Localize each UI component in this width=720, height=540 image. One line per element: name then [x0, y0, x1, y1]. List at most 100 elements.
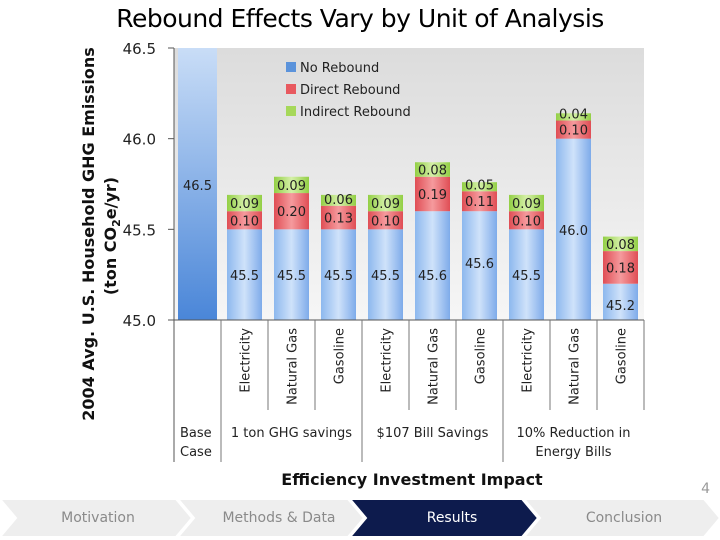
bar-no-rebound	[603, 283, 638, 320]
data-label-indirect: 0.04	[559, 108, 588, 123]
legend-label: No Rebound	[300, 61, 379, 76]
bar-direct-rebound	[462, 191, 497, 212]
data-label-no-rebound: 45.6	[465, 257, 494, 272]
legend-swatch	[286, 106, 296, 116]
data-label-direct: 0.18	[606, 261, 635, 276]
group-label: 1 ton GHG savings	[231, 426, 352, 441]
nav-motivation-label: Motivation	[61, 510, 135, 526]
data-label-indirect: 0.09	[371, 197, 400, 212]
data-label-direct: 0.13	[324, 212, 353, 227]
y-tick-label: 45.5	[123, 221, 156, 239]
bar-indirect-rebound	[321, 194, 356, 206]
group-label: $107 Bill Savings	[377, 426, 489, 441]
category-label: Gasoline	[333, 328, 348, 384]
bar-direct-rebound	[509, 211, 544, 230]
bar-no-rebound	[321, 229, 356, 320]
legend-label: Direct Rebound	[300, 83, 400, 98]
data-label-indirect: 0.09	[277, 179, 306, 194]
category-label: Natural Gas	[427, 328, 442, 405]
bar-indirect-rebound	[415, 162, 450, 177]
group-label: Base	[180, 426, 212, 441]
bar-direct-rebound	[415, 176, 450, 212]
bar-direct-rebound	[368, 211, 403, 230]
nav-methods-label: Methods & Data	[222, 510, 336, 526]
bar-no-rebound	[368, 229, 403, 320]
data-label-indirect: 0.08	[606, 238, 635, 253]
slide-title: Rebound Effects Vary by Unit of Analysis	[116, 4, 604, 33]
nav-methods-data[interactable]: Methods & Data	[188, 499, 370, 537]
nav-chevrons	[0, 499, 720, 537]
nav-conclusion-label: Conclusion	[585, 510, 663, 526]
data-label-no-rebound: 45.5	[324, 269, 353, 284]
data-label-direct: 0.20	[277, 205, 306, 220]
bar-direct-rebound	[321, 205, 356, 230]
nav-motivation[interactable]: Motivation	[8, 499, 188, 537]
category-label: Gasoline	[615, 328, 630, 384]
nav-chevron-shape	[176, 499, 366, 537]
bar-indirect-rebound	[462, 182, 497, 192]
legend-swatch	[286, 62, 296, 72]
bar-indirect-rebound	[274, 176, 309, 194]
data-label-direct: 0.10	[371, 214, 400, 229]
data-label-indirect: 0.09	[230, 197, 259, 212]
data-label-no-rebound: 45.2	[606, 299, 635, 314]
group-label: Energy Bills	[535, 445, 611, 460]
bar-indirect-rebound	[227, 194, 262, 212]
legend-label: Indirect Rebound	[300, 105, 411, 120]
axes-layer: Electricity Natural Gas Gasoline Electricit…	[79, 40, 645, 489]
y-tick-label: 46.5	[123, 40, 156, 58]
data-label-direct: 0.19	[418, 188, 447, 203]
category-label: Electricity	[239, 328, 254, 393]
bar-no-rebound	[227, 229, 262, 320]
stacked-bar-chart: 46.5 45.5 0.10 0.09 45.5 0.20 0.09 45.5 0.13 0.06…	[79, 40, 645, 489]
bar-indirect-rebound	[368, 194, 403, 212]
category-label: Electricity	[380, 328, 395, 393]
bar-direct-rebound	[556, 120, 591, 139]
bar-indirect-rebound	[556, 113, 591, 121]
bar-no-rebound	[274, 229, 309, 320]
legend: No Rebound Direct Rebound Indirect Rebound	[286, 61, 411, 120]
bar-direct-rebound	[227, 211, 262, 230]
data-labels-layer: 46.5 45.5 0.10 0.09 45.5 0.20 0.09 45.5 0.13 0.06…	[183, 108, 635, 314]
data-label-no-rebound: 45.6	[418, 269, 447, 284]
nav-results[interactable]: Results	[360, 499, 544, 537]
data-label-no-rebound: 45.5	[371, 269, 400, 284]
group-label: 10% Reduction in	[517, 426, 631, 441]
group-label: Case	[180, 445, 212, 460]
data-label-indirect: 0.05	[465, 178, 494, 193]
bar-indirect-rebound	[603, 236, 638, 252]
page-number: 4	[701, 481, 710, 497]
data-label-no-rebound: 46.5	[183, 179, 212, 194]
bar-no-rebound	[178, 48, 217, 320]
x-axis-title: Efficiency Investment Impact	[281, 470, 543, 489]
data-label-direct: 0.10	[512, 214, 541, 229]
y-axis-title-line1: 2004 Avg. U.S. Household GHG Emissions	[79, 47, 98, 420]
legend-swatch	[286, 84, 296, 94]
bars-layer	[178, 48, 638, 320]
bar-direct-rebound	[603, 251, 638, 284]
nav-chevron-shape	[348, 499, 540, 537]
bar-no-rebound	[415, 211, 450, 320]
y-axis-title-line2: (ton CO2e/yr)	[101, 177, 123, 295]
category-label: Natural Gas	[286, 328, 301, 405]
data-label-no-rebound: 45.5	[277, 269, 306, 284]
bar-no-rebound	[556, 138, 591, 320]
data-label-indirect: 0.08	[418, 163, 447, 178]
nav-conclusion[interactable]: Conclusion	[534, 499, 714, 537]
data-label-direct: 0.10	[230, 214, 259, 229]
y-tick-label: 46.0	[123, 131, 156, 149]
data-label-direct: 0.10	[559, 124, 588, 139]
category-label: Gasoline	[474, 328, 489, 384]
nav-chevron-shape	[522, 499, 720, 537]
data-label-indirect: 0.09	[512, 197, 541, 212]
nav-results-label: Results	[426, 510, 478, 526]
y-tick-label: 45.0	[123, 312, 156, 330]
nav-chevron-shape	[0, 499, 194, 537]
data-label-indirect: 0.06	[324, 193, 353, 208]
data-label-direct: 0.11	[465, 195, 494, 210]
data-label-no-rebound: 46.0	[559, 224, 588, 239]
bar-indirect-rebound	[509, 194, 544, 212]
bar-no-rebound	[509, 229, 544, 320]
data-label-no-rebound: 45.5	[512, 269, 541, 284]
bar-no-rebound	[462, 211, 497, 320]
